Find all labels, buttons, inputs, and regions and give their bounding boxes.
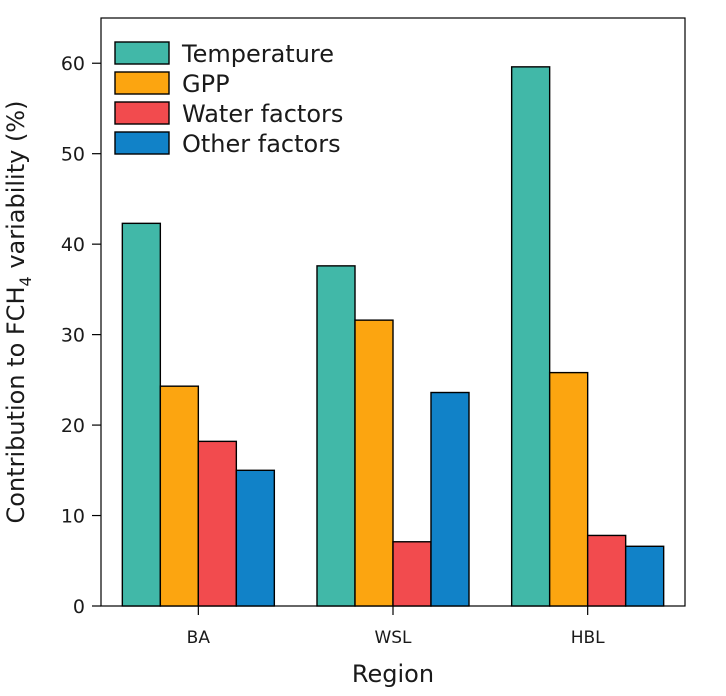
y-axis-title-subscript: 4	[16, 276, 35, 286]
y-axis-title: Contribution to FCH4 variability (%)	[2, 101, 35, 524]
y-tick-label: 50	[61, 144, 85, 166]
legend-swatch-gpp	[114, 71, 170, 95]
y-axis-title-rest: variability (%)	[2, 101, 30, 277]
y-axis-title-main: Contribution to FCH	[2, 287, 30, 524]
y-tick-label: 10	[61, 506, 85, 528]
legend-swatch-water-factors	[114, 101, 170, 125]
x-tick-label: BA	[187, 628, 211, 648]
y-tick-label: 40	[61, 234, 85, 256]
bar-ba-other-factors	[235, 469, 276, 607]
y-tick-label: 30	[61, 325, 85, 347]
bar-ba-water-factors	[197, 440, 238, 607]
x-tick-label: HBL	[571, 628, 605, 648]
legend-label: Temperature	[181, 40, 334, 68]
y-tick-label: 60	[61, 53, 85, 75]
bars-group	[121, 66, 665, 607]
legend-label: Water factors	[182, 100, 343, 128]
x-axis-title: Region	[352, 660, 434, 688]
bar-wsl-temperature	[316, 265, 356, 607]
y-tick-label: 20	[61, 415, 85, 437]
bar-wsl-water-factors	[392, 541, 432, 607]
legend-swatch-temperature	[114, 41, 170, 65]
bar-hbl-water-factors	[586, 534, 627, 607]
x-axis: BA WSL HBL	[187, 606, 605, 648]
bar-hbl-gpp	[548, 371, 589, 607]
legend-label: Other factors	[182, 130, 341, 158]
bar-ba-gpp	[159, 385, 200, 607]
x-tick-label: WSL	[374, 628, 412, 648]
bar-hbl-temperature	[510, 66, 551, 607]
bar-wsl-gpp	[354, 319, 394, 607]
legend-swatch-other-factors	[114, 131, 170, 155]
bar-ba-temperature	[121, 222, 162, 607]
y-tick-label: 0	[73, 596, 85, 618]
bar-hbl-other-factors	[624, 545, 665, 607]
bar-wsl-other-factors	[430, 391, 470, 607]
legend-label: GPP	[182, 70, 230, 98]
y-axis: 0 10 20 30 40 50 60	[61, 53, 101, 618]
